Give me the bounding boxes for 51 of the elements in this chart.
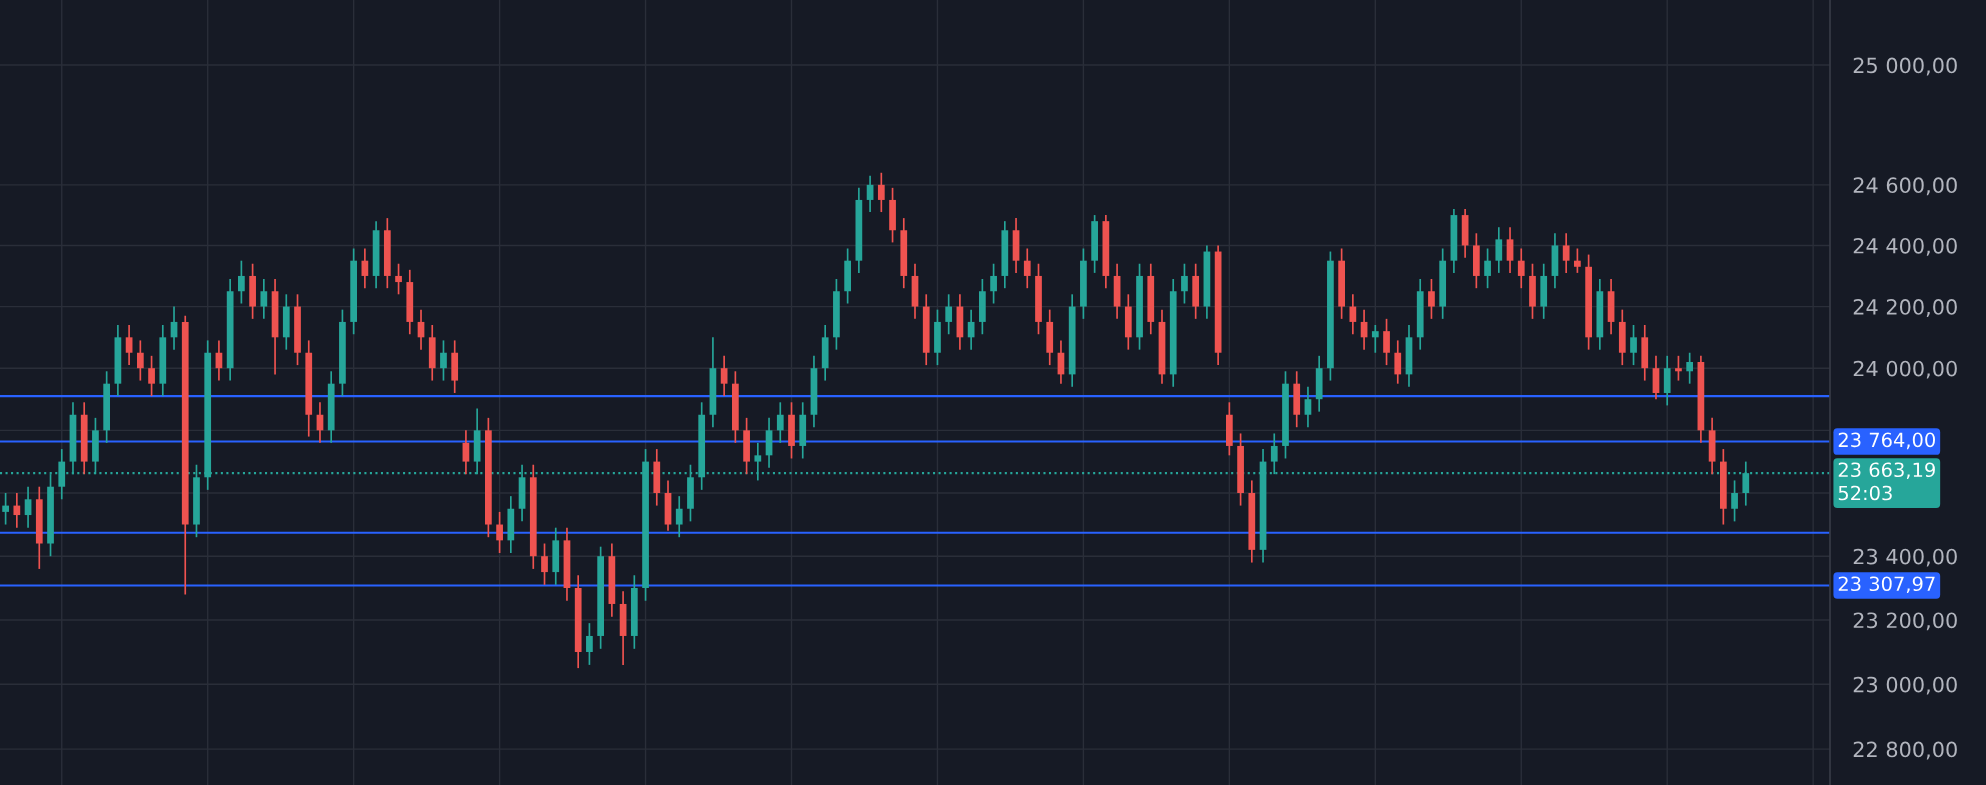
ref-line-label: 23 307,97 [1838,576,1935,594]
candlestick [1562,232,1570,274]
candlestick [1394,339,1402,385]
candlestick [1495,226,1503,274]
candlestick [1630,324,1637,366]
candlestick [496,511,503,554]
y-tick-label: 24 400,00 [1853,237,1957,256]
candlestick [586,622,593,666]
candlestick [945,293,953,336]
candlestick [462,429,470,475]
y-tick-label: 24 000,00 [1853,360,1957,379]
candlestick [24,485,32,529]
candlestick [1304,385,1312,429]
candlestick [990,262,997,305]
candlestick [877,171,885,213]
ref-line-label: 23 663,19 52:03 [1838,462,1935,501]
candlestick [1517,247,1525,290]
candlestick [136,339,144,382]
y-tick-label: 23 000,00 [1853,676,1957,695]
y-tick-label: 25 000,00 [1853,57,1957,76]
candlestick [260,278,268,320]
candlestick [720,354,728,397]
candlestick [125,324,133,366]
candlestick [148,354,155,397]
candlestick [1574,247,1581,274]
candlestick [2,492,9,526]
candlestick [776,401,784,444]
y-tick-label: 23 400,00 [1853,548,1957,567]
candlestick [1181,262,1188,305]
candlestick [1686,351,1694,385]
candlestick [1023,247,1031,290]
y-tick-label: 23 200,00 [1853,612,1957,631]
candlestick [1731,479,1738,523]
y-tick-label: 24 600,00 [1853,177,1957,196]
y-tick-label: 22 800,00 [1853,741,1957,760]
candlestick [1675,354,1682,382]
candlestick [1428,278,1435,320]
ref-line-label: 23 764,00 [1838,432,1935,450]
y-tick-label: 24 200,00 [1853,299,1957,317]
candlestick [541,542,548,586]
candlestick [440,339,447,382]
candlestick [13,492,21,529]
candlestick [1506,226,1514,274]
candlestick [1484,247,1491,290]
candlestick [1383,318,1390,366]
candlestick [1371,324,1379,354]
candlestick [967,308,975,351]
candlestick [395,262,402,296]
candlestick [675,495,683,539]
candlestick [1349,293,1357,336]
candlestick [238,259,245,305]
